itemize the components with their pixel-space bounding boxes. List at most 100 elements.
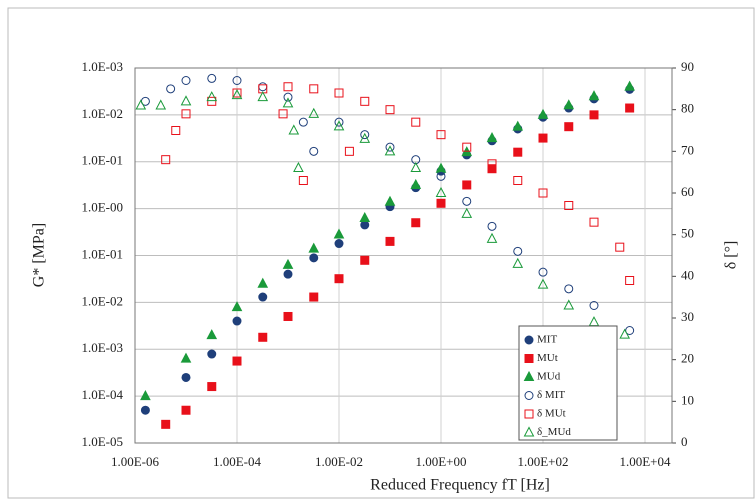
- marker: [385, 236, 395, 246]
- marker: [625, 276, 635, 285]
- marker: [309, 146, 319, 156]
- marker: [282, 258, 294, 269]
- marker: [538, 133, 548, 143]
- marker: [564, 284, 574, 294]
- legend-label: MIT: [537, 334, 557, 346]
- marker: [462, 142, 472, 152]
- y2-tick-label: 20: [681, 351, 694, 366]
- marker: [309, 84, 319, 94]
- marker: [385, 105, 395, 115]
- marker: [282, 97, 294, 108]
- y2-tick-label: 70: [681, 142, 694, 157]
- marker: [537, 278, 549, 289]
- marker: [513, 246, 523, 256]
- marker: [513, 176, 523, 185]
- marker: [166, 84, 176, 94]
- marker: [436, 130, 446, 140]
- marker: [619, 328, 631, 339]
- series: [161, 82, 635, 285]
- marker: [360, 220, 370, 230]
- marker: [333, 120, 345, 131]
- marker: [180, 95, 192, 106]
- marker: [207, 349, 217, 359]
- marker: [181, 109, 191, 119]
- marker: [207, 73, 217, 83]
- y2-tick-label: 90: [681, 59, 694, 74]
- marker: [257, 277, 269, 288]
- y-tick-label: 1.0E-05: [81, 434, 123, 449]
- marker: [206, 91, 218, 102]
- marker: [563, 299, 575, 310]
- marker: [512, 257, 524, 268]
- marker: [563, 99, 575, 110]
- marker: [288, 124, 300, 135]
- y-tick-label: 1.0E-03: [81, 340, 123, 355]
- marker: [309, 292, 319, 302]
- y2-tick-label: 50: [681, 226, 694, 241]
- marker: [411, 218, 421, 228]
- series: [161, 103, 635, 429]
- marker: [384, 145, 396, 156]
- series: [135, 89, 631, 339]
- series: [140, 73, 635, 335]
- legend: [518, 325, 618, 441]
- marker: [298, 176, 308, 185]
- marker: [537, 108, 549, 119]
- marker: [232, 356, 242, 366]
- plot-frame: [134, 67, 673, 444]
- marker: [486, 132, 498, 143]
- marker: [257, 91, 269, 102]
- marker: [333, 228, 345, 239]
- marker: [435, 186, 447, 197]
- marker: [293, 161, 304, 172]
- x-tick-label: 1.00E-04: [213, 454, 262, 469]
- marker: [462, 180, 472, 190]
- marker: [564, 201, 574, 210]
- y-tick-label: 1.0E-04: [81, 387, 123, 402]
- y-tick-label: 1.0E-01: [81, 246, 123, 261]
- legend-label: MUt: [537, 352, 558, 364]
- marker: [161, 155, 171, 165]
- marker: [538, 188, 548, 198]
- marker: [615, 242, 625, 252]
- marker: [283, 269, 293, 279]
- y2-tick-label: 0: [681, 434, 688, 449]
- y-tick-label: 1.0E-02: [81, 106, 123, 121]
- y2-tick-label: 40: [681, 267, 694, 282]
- marker: [360, 130, 370, 140]
- marker: [207, 96, 217, 106]
- marker: [181, 76, 191, 85]
- marker: [410, 161, 422, 172]
- marker: [538, 267, 548, 277]
- marker: [231, 89, 243, 100]
- y-tick-label: 1.0E-00: [81, 200, 123, 215]
- marker: [155, 99, 167, 110]
- marker: [589, 217, 599, 227]
- marker: [135, 99, 147, 110]
- x-tick-label: 1.00E-06: [111, 454, 160, 469]
- marker: [359, 211, 371, 223]
- marker: [344, 146, 354, 156]
- marker: [486, 232, 498, 243]
- marker: [334, 88, 344, 98]
- marker: [334, 239, 344, 249]
- marker: [487, 159, 497, 169]
- legend-marker: [524, 409, 534, 419]
- marker: [181, 372, 191, 382]
- marker: [436, 198, 446, 208]
- marker: [283, 82, 293, 92]
- marker: [360, 96, 370, 106]
- x-tick-label: 1.00E+00: [415, 454, 466, 469]
- legend-label: δ_MUd: [537, 426, 571, 438]
- legend-label: δ MUt: [537, 408, 566, 420]
- y-tick-label: 1.0E-01: [81, 153, 123, 168]
- x-axis-title: Reduced Frequency fT [Hz]: [370, 477, 550, 494]
- marker: [283, 311, 293, 321]
- legend-marker: [524, 354, 534, 363]
- marker: [359, 132, 371, 143]
- marker: [140, 405, 150, 415]
- y2-tick-label: 80: [681, 101, 694, 116]
- marker: [231, 301, 243, 312]
- marker: [588, 90, 600, 101]
